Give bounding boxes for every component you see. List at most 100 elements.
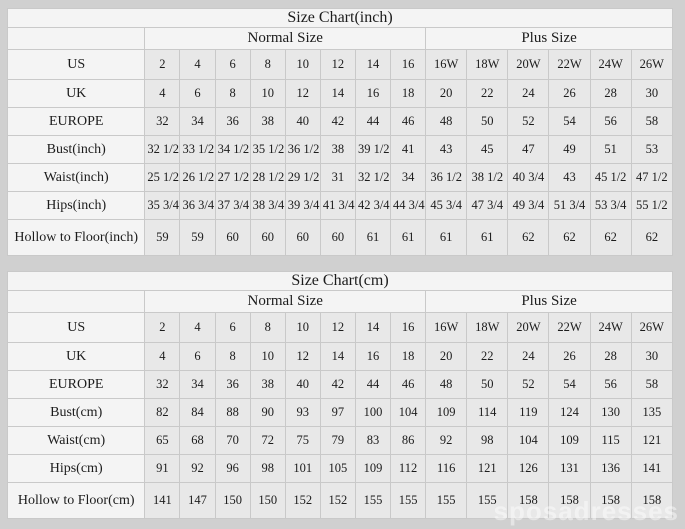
size-value-cell: 47 3/4 bbox=[466, 191, 509, 220]
size-value-cell: 12 bbox=[319, 312, 356, 343]
table-row: UK 4 6 8 10 12 14 16 18 20 22 24 26 28 30 bbox=[6, 342, 674, 371]
size-value-cell: 40 3/4 bbox=[507, 163, 550, 192]
size-value-cell: 86 bbox=[390, 426, 427, 455]
size-value-cell: 158 bbox=[589, 482, 632, 519]
size-value-cell: 16 bbox=[354, 79, 392, 108]
size-value-cell: 47 bbox=[507, 135, 550, 164]
size-value-cell: 22 bbox=[466, 342, 509, 371]
size-value-cell: 152 bbox=[319, 482, 356, 519]
size-value-cell: 8 bbox=[214, 342, 251, 371]
size-value-cell: 50 bbox=[466, 107, 509, 136]
size-value-cell: 56 bbox=[589, 107, 632, 136]
size-value-cell: 36 3/4 bbox=[179, 191, 216, 220]
row-label: Hollow to Floor(inch) bbox=[6, 219, 146, 256]
size-value-cell: 30 bbox=[630, 79, 674, 108]
size-value-cell: 42 bbox=[319, 107, 356, 136]
plus-size-header: Plus Size bbox=[425, 27, 673, 50]
size-value-cell: 4 bbox=[179, 49, 216, 80]
row-label: EUROPE bbox=[6, 107, 146, 136]
group-header-empty bbox=[6, 27, 146, 50]
title-row: Size Chart(cm) bbox=[7, 271, 673, 291]
size-value-cell: 29 1/2 bbox=[284, 163, 321, 192]
size-value-cell: 18W bbox=[466, 49, 509, 80]
size-value-cell: 43 bbox=[548, 163, 591, 192]
size-value-cell: 59 bbox=[144, 219, 181, 256]
size-value-cell: 6 bbox=[179, 342, 216, 371]
size-value-cell: 58 bbox=[630, 370, 674, 399]
table-row: Waist(cm) 65 68 70 72 75 79 83 86 92 98 104 109 115 12… bbox=[6, 426, 674, 455]
size-value-cell: 8 bbox=[249, 312, 286, 343]
size-value-cell: 16W bbox=[425, 49, 468, 80]
size-value-cell: 109 bbox=[548, 426, 591, 455]
size-value-cell: 26 bbox=[548, 79, 591, 108]
size-value-cell: 14 bbox=[354, 49, 392, 80]
row-label: Bust(cm) bbox=[6, 398, 146, 427]
size-value-cell: 4 bbox=[144, 342, 181, 371]
size-value-cell: 121 bbox=[630, 426, 674, 455]
row-label: Hollow to Floor(cm) bbox=[6, 482, 146, 519]
size-value-cell: 119 bbox=[507, 398, 550, 427]
size-value-cell: 158 bbox=[548, 482, 591, 519]
size-value-cell: 18W bbox=[466, 312, 509, 343]
table-body: US 2 4 6 8 10 12 14 16 16W 18W 20W 22W 24W 26W UK 4 6 8 10 1… bbox=[6, 312, 674, 519]
size-value-cell: 26 bbox=[548, 342, 591, 371]
table-row: EUROPE 32 34 36 38 40 42 44 46 48 50 52 54 56 58 bbox=[6, 107, 674, 136]
size-value-cell: 8 bbox=[249, 49, 286, 80]
size-value-cell: 32 1/2 bbox=[354, 163, 392, 192]
size-value-cell: 51 3/4 bbox=[548, 191, 591, 220]
size-chart-cm-table: Size Chart(cm) Normal Size Plus Size US 2… bbox=[6, 271, 674, 519]
size-value-cell: 126 bbox=[507, 454, 550, 483]
normal-size-header: Normal Size bbox=[144, 290, 427, 313]
size-value-cell: 28 bbox=[589, 79, 632, 108]
size-value-cell: 141 bbox=[144, 482, 181, 519]
size-value-cell: 41 bbox=[390, 135, 427, 164]
size-value-cell: 26 1/2 bbox=[179, 163, 216, 192]
size-value-cell: 52 bbox=[507, 107, 550, 136]
row-label: EUROPE bbox=[6, 370, 146, 399]
size-value-cell: 56 bbox=[589, 370, 632, 399]
size-value-cell: 105 bbox=[319, 454, 356, 483]
size-value-cell: 18 bbox=[390, 79, 427, 108]
size-value-cell: 10 bbox=[284, 49, 321, 80]
size-value-cell: 12 bbox=[284, 342, 321, 371]
size-value-cell: 51 bbox=[589, 135, 632, 164]
size-value-cell: 34 bbox=[179, 370, 216, 399]
table-row: Hollow to Floor(inch) 59 59 60 60 60 60 61 61 61 6… bbox=[6, 219, 674, 256]
size-value-cell: 92 bbox=[179, 454, 216, 483]
size-value-cell: 44 3/4 bbox=[390, 191, 427, 220]
size-value-cell: 20W bbox=[507, 312, 550, 343]
size-value-cell: 40 bbox=[284, 107, 321, 136]
size-value-cell: 109 bbox=[425, 398, 468, 427]
size-value-cell: 25 1/2 bbox=[144, 163, 181, 192]
size-value-cell: 61 bbox=[354, 219, 392, 256]
size-value-cell: 90 bbox=[249, 398, 286, 427]
size-value-cell: 33 1/2 bbox=[179, 135, 216, 164]
size-value-cell: 88 bbox=[214, 398, 251, 427]
size-value-cell: 24W bbox=[589, 49, 632, 80]
size-value-cell: 82 bbox=[144, 398, 181, 427]
size-value-cell: 141 bbox=[630, 454, 674, 483]
size-value-cell: 79 bbox=[319, 426, 356, 455]
size-value-cell: 32 1/2 bbox=[144, 135, 181, 164]
size-value-cell: 75 bbox=[284, 426, 321, 455]
size-value-cell: 68 bbox=[179, 426, 216, 455]
size-value-cell: 155 bbox=[425, 482, 468, 519]
size-value-cell: 98 bbox=[249, 454, 286, 483]
size-value-cell: 44 bbox=[354, 107, 392, 136]
size-value-cell: 60 bbox=[319, 219, 356, 256]
size-value-cell: 48 bbox=[425, 107, 468, 136]
table-row: Bust(cm) 82 84 88 90 93 97 100 104 109 114 119 124 13… bbox=[6, 398, 674, 427]
size-value-cell: 30 bbox=[630, 342, 674, 371]
size-value-cell: 2 bbox=[144, 312, 181, 343]
size-value-cell: 91 bbox=[144, 454, 181, 483]
size-value-cell: 61 bbox=[390, 219, 427, 256]
row-label: US bbox=[6, 49, 146, 80]
size-value-cell: 109 bbox=[354, 454, 392, 483]
size-value-cell: 39 1/2 bbox=[354, 135, 392, 164]
size-value-cell: 4 bbox=[144, 79, 181, 108]
size-value-cell: 84 bbox=[179, 398, 216, 427]
size-value-cell: 155 bbox=[354, 482, 392, 519]
size-value-cell: 72 bbox=[249, 426, 286, 455]
size-value-cell: 150 bbox=[249, 482, 286, 519]
size-value-cell: 112 bbox=[390, 454, 427, 483]
